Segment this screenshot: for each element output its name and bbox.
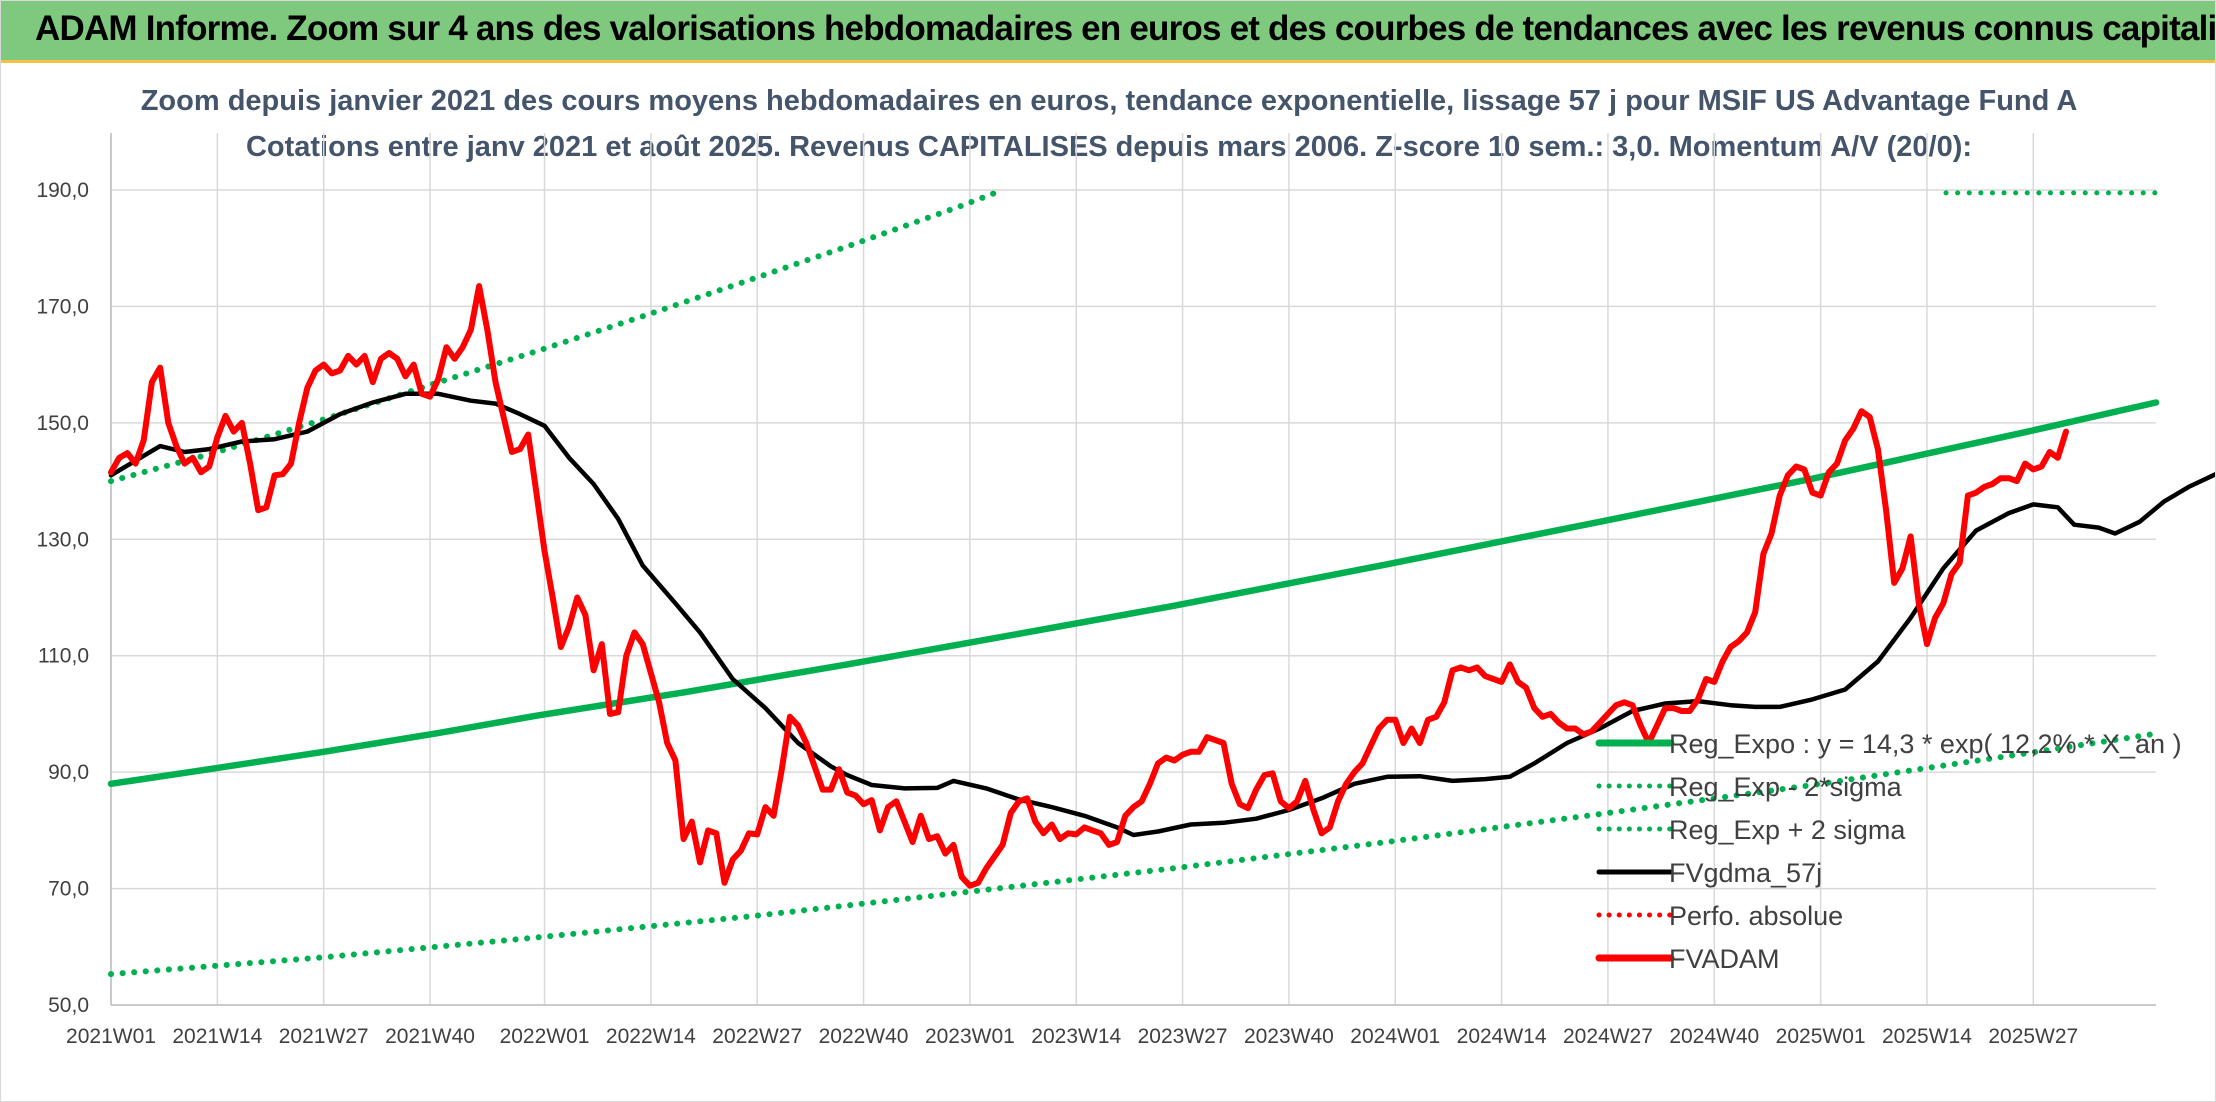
series-line-reg-exp-2-sigma — [108, 187, 1006, 485]
legend-label: Reg_Expo : y = 14,3 * exp( 12,2% * X_an … — [1669, 729, 2182, 759]
legend: Reg_Expo : y = 14,3 * exp( 12,2% * X_an … — [1595, 729, 2182, 974]
legend-label: FVgdma_57j — [1669, 858, 1822, 888]
x-tick-label: 2024W14 — [1457, 1025, 1547, 1048]
x-tick-label: 2021W01 — [66, 1025, 156, 1048]
legend-label: Perfo. absolue — [1669, 901, 1843, 931]
gridlines — [110, 133, 2156, 1006]
chart-subtitle-line1: Zoom depuis janvier 2021 des cours moyen… — [141, 85, 2078, 117]
x-tick-label: 2025W01 — [1776, 1025, 1866, 1048]
y-axis-ticks: 50,0 70,0 90,0 110,0 130,0 150,0 170,0 190,0 — [36, 179, 89, 1017]
x-tick-label: 2024W01 — [1350, 1025, 1440, 1048]
series-line-reg-expo-y-14-3-exp-12-2-x-an — [107, 399, 2160, 788]
title-banner: ADAM Informe. Zoom sur 4 ans des valoris… — [1, 1, 2216, 63]
y-tick-label: 130,0 — [36, 528, 89, 551]
report-title: ADAM Informe. Zoom sur 4 ans des valoris… — [35, 9, 2216, 48]
x-tick-label: 2023W40 — [1244, 1025, 1334, 1048]
chart-subtitle-line2: Cotations entre janv 2021 et août 2025. … — [246, 131, 1972, 163]
series-lines — [107, 187, 2215, 978]
x-tick-label: 2023W01 — [925, 1025, 1015, 1048]
y-tick-label: 50,0 — [48, 994, 89, 1017]
y-tick-label: 170,0 — [36, 295, 89, 318]
y-tick-label: 190,0 — [36, 179, 89, 202]
series-line-fvgdma-57j — [108, 391, 2215, 838]
y-tick-label: 70,0 — [48, 878, 89, 901]
y-tick-label: 150,0 — [36, 412, 89, 435]
y-tick-label: 90,0 — [48, 761, 89, 784]
x-tick-label: 2021W27 — [279, 1025, 369, 1048]
legend-label: FVADAM — [1669, 944, 1780, 974]
x-tick-label: 2022W01 — [500, 1025, 590, 1048]
x-axis-ticks: 2021W01 2021W14 2021W27 2021W40 2022W01 2022W… — [66, 1025, 2078, 1048]
legend-label: Reg_Exp - 2*sigma — [1669, 772, 1903, 802]
x-tick-label: 2023W14 — [1031, 1025, 1121, 1048]
x-tick-label: 2024W40 — [1669, 1025, 1759, 1048]
series-line-fvadam — [108, 283, 2069, 889]
series-line-reg-exp-2-sigma — [108, 730, 2159, 978]
x-tick-label: 2023W27 — [1138, 1025, 1228, 1048]
x-tick-label: 2022W27 — [712, 1025, 802, 1048]
legend-label: Reg_Exp + 2 sigma — [1669, 815, 1906, 845]
x-tick-label: 2025W14 — [1882, 1025, 1972, 1048]
x-tick-label: 2025W27 — [1988, 1025, 2078, 1048]
y-tick-label: 110,0 — [38, 645, 89, 668]
x-tick-label: 2021W14 — [172, 1025, 262, 1048]
x-tick-label: 2022W40 — [819, 1025, 909, 1048]
line-chart: Zoom depuis janvier 2021 des cours moyen… — [36, 85, 2215, 1048]
x-tick-label: 2021W40 — [385, 1025, 475, 1048]
x-tick-label: 2024W27 — [1563, 1025, 1653, 1048]
x-tick-label: 2022W14 — [606, 1025, 696, 1048]
